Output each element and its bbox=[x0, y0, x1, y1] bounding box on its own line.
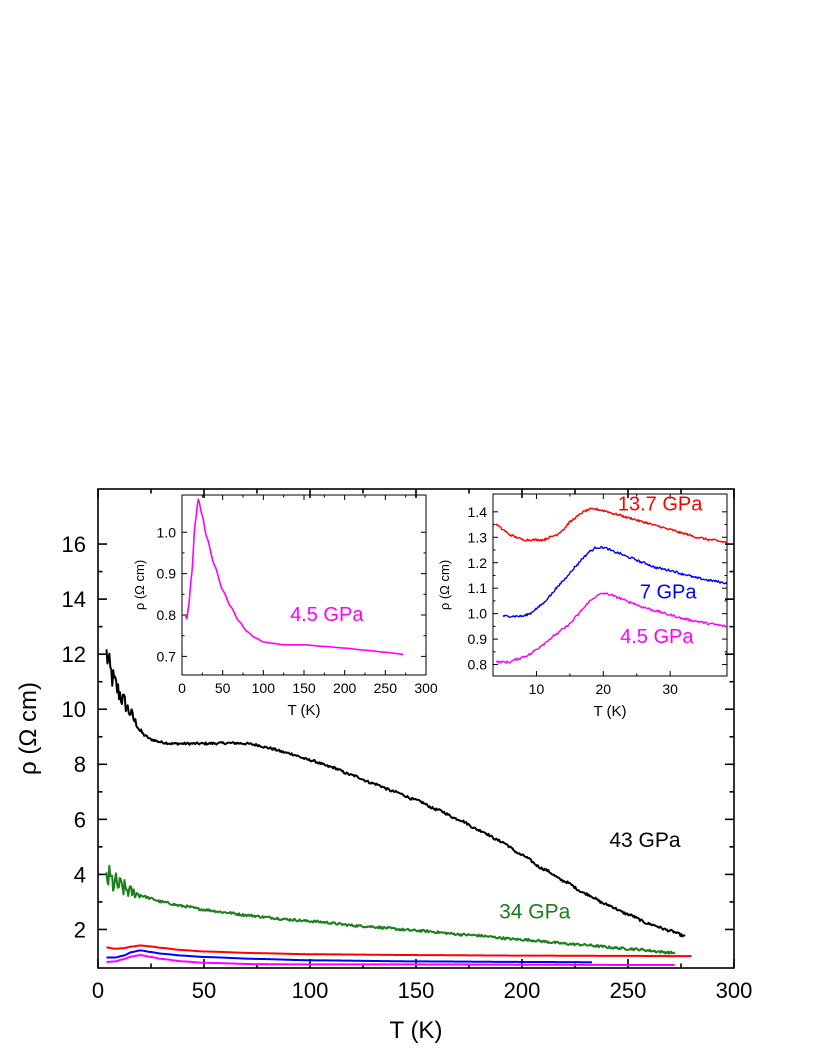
y-tick-label: 1.2 bbox=[468, 555, 488, 571]
series-annotation: 4.5 GPa bbox=[620, 626, 694, 648]
y-tick-label: 1.1 bbox=[468, 580, 488, 596]
y-tick-label: 6 bbox=[74, 807, 86, 832]
x-tick-label: 100 bbox=[252, 680, 276, 696]
x-tick-label: 0 bbox=[92, 978, 104, 1003]
y-tick-label: 2 bbox=[74, 917, 86, 942]
y-tick-label: 14 bbox=[62, 587, 86, 612]
series-annotation: 7 GPa bbox=[640, 581, 698, 603]
plot-frame bbox=[492, 493, 728, 677]
inset-right-chart: 10 20 30 0.8 0.9 1.0 1.1 1.2 1.3 1.4 T (K) ρ (Ω cm)… bbox=[437, 493, 728, 720]
y-tick-label: 1.4 bbox=[468, 504, 488, 520]
y-tick-label: 12 bbox=[62, 642, 86, 667]
x-axis-title: T (K) bbox=[390, 1017, 443, 1044]
x-tick-label: 100 bbox=[292, 978, 329, 1003]
y-axis-title: ρ (Ω cm) bbox=[132, 560, 147, 610]
y-tick-label: 0.8 bbox=[468, 657, 488, 673]
y-axis-title: ρ (Ω cm) bbox=[15, 682, 42, 775]
x-tick-label: 30 bbox=[662, 681, 678, 697]
series-line bbox=[105, 864, 676, 955]
series-annotation: 4.5 GPa bbox=[290, 604, 364, 626]
y-tick-label: 1.0 bbox=[468, 606, 488, 622]
x-tick-label: 200 bbox=[504, 978, 541, 1003]
x-tick-label: 150 bbox=[292, 680, 316, 696]
series-line bbox=[184, 498, 404, 656]
series-line bbox=[105, 649, 686, 938]
series-line bbox=[495, 507, 727, 544]
y-tick-label: 0.9 bbox=[468, 631, 488, 647]
series-line bbox=[495, 592, 727, 664]
series-annotation: 34 GPa bbox=[499, 900, 571, 923]
x-tick-label: 50 bbox=[192, 978, 216, 1003]
y-tick-label: 4 bbox=[74, 862, 86, 887]
y-tick-label: 8 bbox=[74, 752, 86, 777]
y-tick-label: 1.0 bbox=[157, 524, 177, 540]
x-axis-title: T (K) bbox=[593, 703, 626, 720]
x-tick-label: 250 bbox=[610, 978, 647, 1003]
series-line bbox=[502, 545, 727, 618]
y-tick-label: 0.9 bbox=[157, 566, 177, 582]
x-tick-label: 300 bbox=[716, 978, 753, 1003]
series-line bbox=[106, 944, 692, 958]
x-tick-label: 150 bbox=[398, 978, 435, 1003]
y-tick-label: 1.3 bbox=[468, 529, 488, 545]
y-tick-label: 10 bbox=[62, 697, 86, 722]
x-tick-label: 200 bbox=[333, 680, 357, 696]
x-tick-label: 20 bbox=[596, 681, 612, 697]
x-axis-title: T (K) bbox=[287, 702, 320, 719]
x-tick-label: 250 bbox=[374, 680, 398, 696]
inset-left-chart: 0 50 100 150 200 250 300 0.7 0.8 0.9 1.0 T (K) ρ (Ω … bbox=[132, 494, 438, 719]
series-annotation: 43 GPa bbox=[609, 829, 681, 852]
x-tick-label: 300 bbox=[414, 680, 438, 696]
series-annotation: 13.7 GPa bbox=[618, 494, 703, 516]
x-tick-label: 10 bbox=[529, 681, 545, 697]
y-tick-label: 0.8 bbox=[157, 607, 177, 623]
series-line bbox=[106, 954, 675, 966]
y-axis-title: ρ (Ω cm) bbox=[437, 560, 452, 610]
x-tick-label: 50 bbox=[215, 680, 231, 696]
series-line bbox=[106, 949, 593, 964]
y-tick-label: 16 bbox=[62, 532, 86, 557]
y-tick-label: 0.7 bbox=[157, 648, 177, 664]
x-tick-label: 0 bbox=[178, 680, 186, 696]
